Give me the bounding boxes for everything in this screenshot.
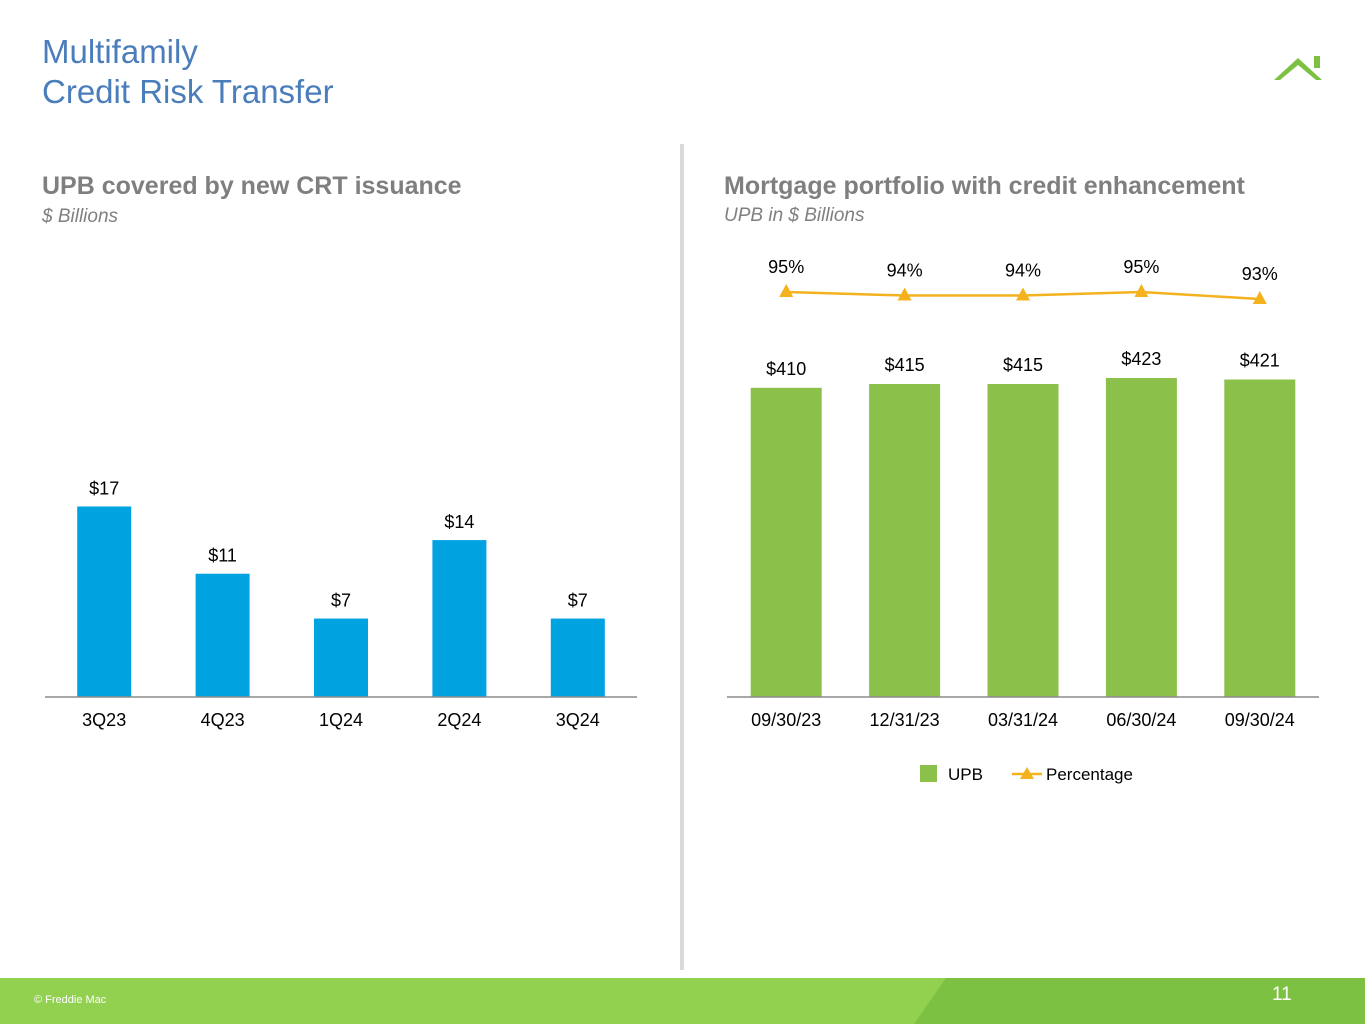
upb-bar-2	[987, 384, 1059, 697]
bar-1Q24	[314, 618, 368, 697]
bar-value-label: $7	[331, 591, 351, 611]
panel-divider	[680, 144, 684, 970]
percentage-marker	[779, 284, 794, 297]
upb-bar-0	[750, 387, 822, 697]
bar-4Q23	[195, 573, 250, 697]
upb-bar-1	[869, 384, 941, 697]
bar-value-label: $7	[568, 591, 588, 611]
left-bar-chart: $17 3Q23 $11 4Q23 $7 1Q24 $14 2Q24 $7 3Q24	[45, 478, 637, 730]
upb-bar-4	[1224, 379, 1296, 697]
legend-upb-label: UPB	[948, 765, 983, 784]
x-tick-label: 4Q23	[201, 710, 245, 730]
right-chart-subtitle: UPB in $ Billions	[724, 205, 865, 226]
left-chart-title: UPB covered by new CRT issuance	[42, 172, 462, 200]
x-tick-label: 03/31/24	[988, 710, 1058, 730]
footer-copyright: © Freddie Mac	[34, 994, 107, 1006]
bar-3Q23	[77, 506, 132, 697]
percentage-value-label: 95%	[768, 257, 804, 277]
left-chart-subtitle: $ Billions	[42, 206, 119, 227]
bar-value-label: $17	[89, 478, 119, 498]
percentage-value-label: 95%	[1123, 257, 1159, 277]
page-number: 11	[1272, 984, 1292, 1005]
x-tick-label: 12/31/23	[870, 710, 940, 730]
legend-upb-swatch	[920, 765, 937, 782]
percentage-marker	[1016, 287, 1030, 301]
x-tick-label: 09/30/24	[1225, 710, 1295, 730]
legend-percentage-marker	[1020, 767, 1034, 779]
x-tick-label: 09/30/23	[751, 710, 821, 730]
percentage-value-label: 94%	[887, 261, 923, 281]
page-title-line-1: Multifamily	[42, 33, 198, 70]
footer-bar	[0, 978, 1365, 1024]
x-tick-label: 1Q24	[319, 710, 363, 730]
bar-2Q24	[432, 540, 487, 697]
bar-value-label: $14	[444, 512, 474, 532]
legend-percentage-label: Percentage	[1046, 765, 1133, 784]
x-tick-label: 06/30/24	[1106, 710, 1176, 730]
upb-bar-3	[1105, 378, 1177, 697]
upb-value-label: $410	[766, 359, 806, 379]
upb-value-label: $421	[1240, 351, 1280, 371]
page-title-line-2: Credit Risk Transfer	[42, 73, 334, 110]
x-tick-label: 2Q24	[437, 710, 481, 730]
upb-value-label: $415	[1003, 355, 1043, 375]
right-chart-title: Mortgage portfolio with credit enhanceme…	[724, 172, 1245, 200]
percentage-marker	[1252, 291, 1267, 304]
page-title: Multifamily Credit Risk Transfer	[42, 32, 334, 112]
percentage-value-label: 94%	[1005, 261, 1041, 281]
percentage-marker	[1134, 284, 1149, 297]
upb-value-label: $415	[885, 355, 925, 375]
upb-value-label: $423	[1121, 349, 1161, 369]
percentage-value-label: 93%	[1242, 264, 1278, 284]
house-roof-icon	[1274, 56, 1322, 80]
percentage-marker	[897, 287, 912, 301]
bar-3Q24	[550, 618, 605, 697]
x-tick-label: 3Q23	[82, 710, 126, 730]
right-combo-chart: $410 09/30/23 $415 12/31/23 $415 03/31/24 $423…	[727, 257, 1319, 784]
bar-value-label: $11	[208, 546, 237, 566]
x-tick-label: 3Q24	[556, 710, 600, 730]
